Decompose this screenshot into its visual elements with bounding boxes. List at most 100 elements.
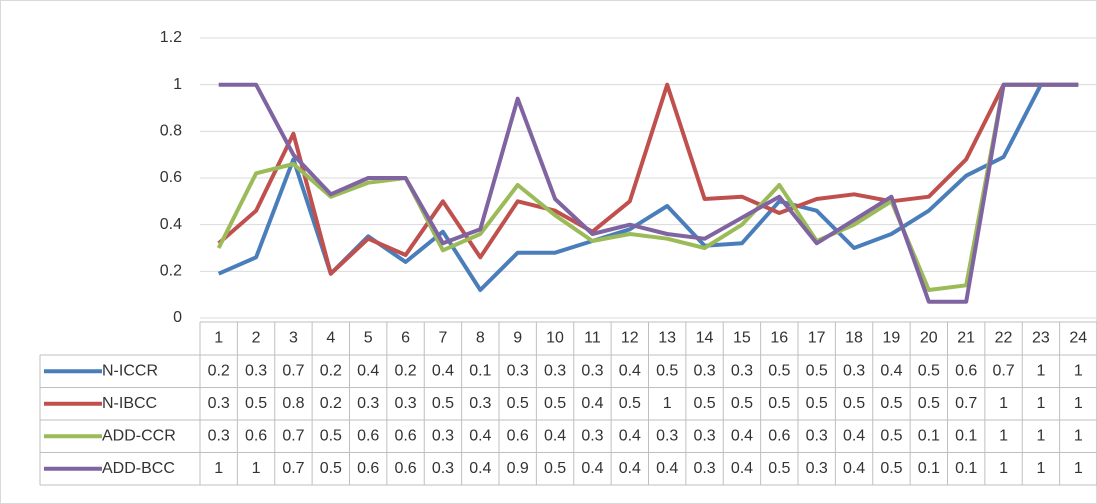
x-tick-label: 19 — [883, 330, 901, 347]
table-value: 1 — [663, 395, 672, 412]
table-value: 0.6 — [357, 427, 379, 444]
table-value: 0.4 — [619, 427, 641, 444]
x-tick-label: 24 — [1069, 330, 1087, 347]
table-value: 0.5 — [768, 395, 790, 412]
table-value: 0.4 — [731, 460, 753, 477]
x-tick-label: 5 — [364, 330, 373, 347]
table-value: 0.7 — [955, 395, 977, 412]
x-tick-label: 6 — [401, 330, 410, 347]
table-value: 0.7 — [282, 362, 304, 379]
table-value: 0.4 — [619, 460, 641, 477]
legend-label: N-IBCC — [102, 395, 157, 412]
table-value: 0.5 — [619, 395, 641, 412]
table-value: 0.6 — [507, 427, 529, 444]
table-value: 1 — [1074, 427, 1083, 444]
x-tick-label: 23 — [1032, 330, 1050, 347]
table-value: 0.5 — [806, 362, 828, 379]
table-value: 1 — [1036, 460, 1045, 477]
table-value: 0.3 — [469, 395, 491, 412]
table-value: 1 — [1036, 427, 1045, 444]
x-tick-label: 17 — [808, 330, 826, 347]
x-tick-label: 9 — [513, 330, 522, 347]
table-value: 0.3 — [693, 427, 715, 444]
table-value: 0.7 — [992, 362, 1014, 379]
y-tick-label: 0 — [173, 309, 182, 326]
legend-label: ADD-BCC — [102, 460, 175, 477]
table-value: 0.1 — [469, 362, 491, 379]
table-value: 0.4 — [469, 460, 491, 477]
table-value: 0.3 — [806, 460, 828, 477]
x-tick-label: 20 — [920, 330, 938, 347]
legend-label: N-ICCR — [102, 362, 158, 379]
x-tick-label: 8 — [476, 330, 485, 347]
table-value: 0.3 — [581, 362, 603, 379]
table-value: 0.5 — [544, 460, 566, 477]
table-value: 0.3 — [208, 395, 230, 412]
y-tick-label: 0.2 — [160, 263, 182, 280]
x-tick-label: 14 — [696, 330, 714, 347]
table-value: 0.4 — [731, 427, 753, 444]
table-value: 0.5 — [918, 362, 940, 379]
table-value: 0.3 — [432, 460, 454, 477]
y-tick-label: 0.4 — [160, 216, 182, 233]
table-value: 0.5 — [880, 460, 902, 477]
table-value: 1 — [999, 427, 1008, 444]
table-value: 1 — [252, 460, 261, 477]
table-value: 0.6 — [394, 427, 416, 444]
table-value: 0.3 — [806, 427, 828, 444]
table-value: 0.2 — [394, 362, 416, 379]
table-value: 0.3 — [357, 395, 379, 412]
table-value: 0.4 — [843, 427, 865, 444]
table-value: 0.4 — [469, 427, 491, 444]
table-value: 0.3 — [507, 362, 529, 379]
x-tick-label: 21 — [957, 330, 975, 347]
x-tick-label: 4 — [326, 330, 335, 347]
table-value: 0.3 — [208, 427, 230, 444]
chart: 00.20.40.60.811.212345678910111213141516… — [0, 0, 1097, 504]
table-value: 1 — [999, 460, 1008, 477]
x-tick-label: 11 — [584, 330, 601, 347]
table-value: 0.5 — [507, 395, 529, 412]
x-tick-label: 12 — [621, 330, 639, 347]
table-value: 0.6 — [955, 362, 977, 379]
table-value: 0.5 — [768, 362, 790, 379]
table-value: 0.5 — [880, 427, 902, 444]
table-value: 0.2 — [320, 362, 342, 379]
table-value: 1 — [214, 460, 223, 477]
table-value: 0.8 — [282, 395, 304, 412]
x-tick-label: 10 — [546, 330, 564, 347]
table-value: 0.5 — [880, 395, 902, 412]
table-value: 0.5 — [544, 395, 566, 412]
table-value: 0.4 — [581, 395, 603, 412]
table-value: 0.5 — [918, 395, 940, 412]
table-value: 1 — [1074, 460, 1083, 477]
x-tick-label: 15 — [733, 330, 751, 347]
x-tick-label: 16 — [770, 330, 788, 347]
x-tick-label: 2 — [252, 330, 261, 347]
y-tick-label: 1.2 — [160, 29, 182, 46]
table-value: 0.1 — [918, 427, 940, 444]
y-tick-label: 0.8 — [160, 123, 182, 140]
table-value: 0.3 — [432, 427, 454, 444]
table-value: 0.2 — [208, 362, 230, 379]
table-value: 0.3 — [843, 362, 865, 379]
x-tick-label: 18 — [845, 330, 863, 347]
table-value: 0.3 — [245, 362, 267, 379]
table-value: 0.5 — [432, 395, 454, 412]
table-value: 0.3 — [731, 362, 753, 379]
table-value: 0.6 — [768, 427, 790, 444]
table-value: 0.5 — [731, 395, 753, 412]
table-value: 0.4 — [581, 460, 603, 477]
table-value: 0.5 — [245, 395, 267, 412]
table-value: 0.1 — [918, 460, 940, 477]
x-tick-label: 1 — [214, 330, 223, 347]
table-value: 0.3 — [581, 427, 603, 444]
x-tick-label: 13 — [658, 330, 676, 347]
table-value: 0.6 — [357, 460, 379, 477]
table-value: 0.4 — [843, 460, 865, 477]
table-value: 0.1 — [955, 460, 977, 477]
table-value: 1 — [1074, 362, 1083, 379]
x-tick-label: 3 — [289, 330, 298, 347]
table-value: 0.4 — [544, 427, 566, 444]
table-value: 0.5 — [843, 395, 865, 412]
